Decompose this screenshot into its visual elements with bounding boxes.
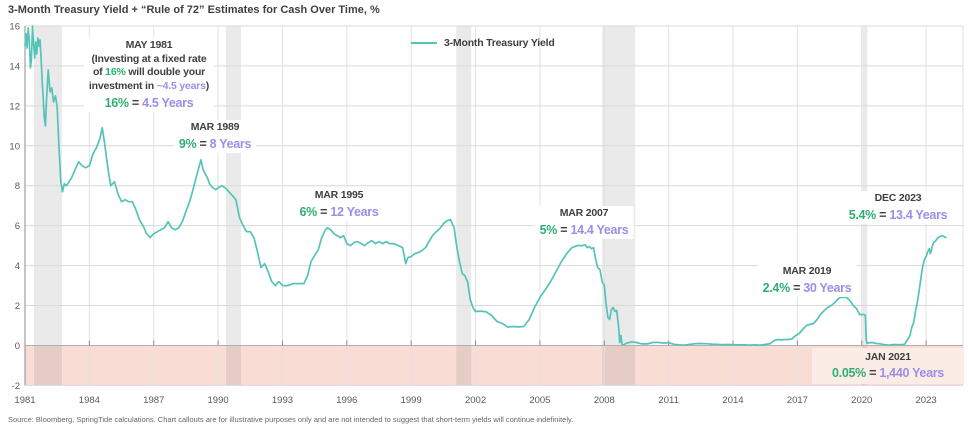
- y-tick-label: 6: [15, 221, 20, 232]
- x-tick-label: 2017: [787, 395, 808, 406]
- x-tick-label: 1999: [401, 395, 422, 406]
- y-tick-label: 0: [15, 341, 20, 352]
- yield-line: [24, 25, 947, 346]
- x-tick-label: 2014: [722, 395, 743, 406]
- chart-title: 3-Month Treasury Yield + “Rule of 72” Es…: [8, 4, 380, 16]
- y-tick-label: 4: [15, 261, 20, 272]
- source-note: Source: Bloomberg, SpringTide calculatio…: [8, 415, 574, 424]
- x-tick-label: 2020: [851, 395, 872, 406]
- plot-area: -2 0 2 4 6 8 10 12 14 16 1981 1984 1987 1990 1993 1996 1…: [9, 22, 964, 406]
- legend-label: 3-Month Treasury Yield: [444, 37, 555, 49]
- x-tick-label: 1984: [79, 395, 100, 406]
- recession-band: [226, 26, 242, 386]
- negative-zone: [25, 345, 963, 386]
- x-tick-label: 1987: [143, 395, 164, 406]
- x-tick-label: 2011: [658, 395, 678, 406]
- y-tick-label: 12: [9, 101, 20, 112]
- y-tick-label: 2: [15, 301, 20, 312]
- x-tick-label: 1993: [272, 395, 293, 406]
- y-tick-label: 16: [9, 22, 20, 33]
- y-tick-label: 8: [15, 181, 20, 192]
- x-tick-label: 1981: [14, 395, 35, 406]
- plot-svg: -2 0 2 4 6 8 10 12 14 16 1981 1984 1987 1990 1993 1996 1…: [9, 22, 964, 406]
- x-tick-label: 2008: [594, 395, 615, 406]
- x-tick-label: 1990: [208, 395, 229, 406]
- legend-line-swatch: [411, 42, 437, 44]
- legend: 3-Month Treasury Yield: [411, 37, 555, 49]
- x-tick-label: 2023: [916, 395, 937, 406]
- y-tick-label: 14: [9, 61, 20, 72]
- x-tick-label: 2002: [465, 395, 486, 406]
- y-tick-label: -2: [12, 381, 20, 392]
- recession-band: [456, 26, 472, 386]
- y-tick-label: 10: [9, 141, 20, 152]
- x-tick-label: 2005: [529, 395, 550, 406]
- x-tick-label: 1996: [336, 395, 357, 406]
